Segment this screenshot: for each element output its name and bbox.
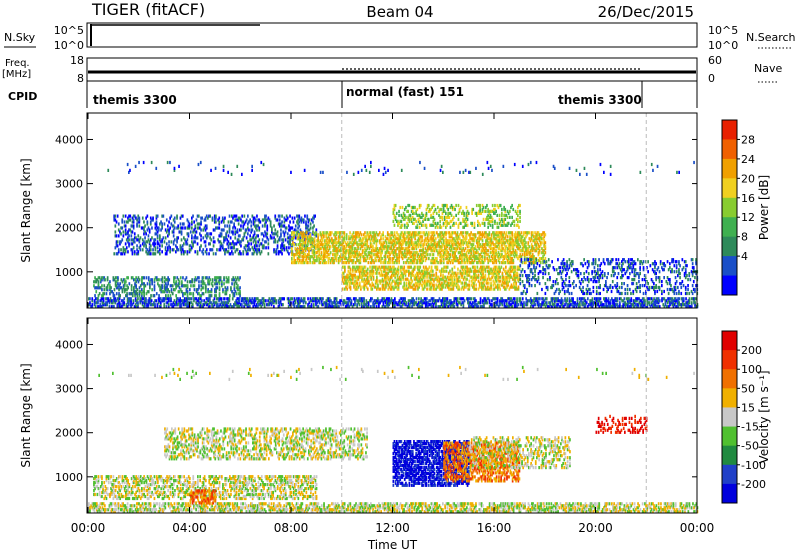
colorbar-swatch [722,158,737,179]
freq-unit-label: [MHz] [2,69,31,80]
y-tick-label: 2000 [55,427,83,440]
x-tick-label: 04:00 [172,521,207,535]
colorbar-swatch [722,445,737,466]
colorbar-tick-label: 8 [741,231,748,244]
velocity-colorbar: 200 100 50 15 -15 -50 -100 -200 Velocity [m s⁻¹] [721,330,771,504]
colorbar-swatch [722,331,737,351]
colorbar-tick-label: -15 [741,421,759,434]
y-tick-label: 3000 [55,178,83,191]
time-axis: 00:00 04:00 08:00 12:00 16:00 20:00 00:00 Time … [71,521,715,552]
colorbar-swatch [722,120,737,140]
colorbar-tick-label: 15 [741,401,755,414]
cpid-segment-3: themis 3300 [558,93,642,107]
y-tick-label: 2000 [55,222,83,235]
freq-label: Freq. [5,58,30,69]
colorbar-tick-label: 12 [741,211,755,224]
colorbar-swatch [722,178,737,199]
freq-tick-high: 18 [70,54,84,67]
nave-label: Nave [754,62,782,75]
colorbar-swatch [722,197,737,218]
y-tick-label: 3000 [55,383,83,396]
radar-title: TIGER (fitACF) [91,0,205,19]
nsearch-tick-low: 10^0 [708,39,738,52]
cpid-label: CPID [8,90,37,103]
y-tick-label: 4000 [55,133,83,146]
cpid-segment-1: themis 3300 [93,93,177,107]
colorbar-swatch [722,275,737,296]
colorbar-label: Velocity [m s⁻¹] [757,370,771,463]
freq-panel [86,57,698,82]
colorbar-swatch [722,464,737,485]
colorbar-swatch [722,256,737,277]
colorbar-tick-label: 24 [741,153,755,166]
nsearch-tick-high: 10^5 [708,24,738,37]
power-colorbar: 28 24 20 16 12 8 4 Power [dB] [721,119,771,296]
colorbar-swatch [722,217,737,238]
x-axis-label: Time UT [367,538,418,552]
colorbar-swatch [722,236,737,257]
y-tick-label: 1000 [55,266,83,279]
colorbar-tick-label: 4 [741,250,748,263]
date-label: 26/Dec/2015 [598,3,694,21]
colorbar-tick-label: 50 [741,382,755,395]
y-tick-label: 4000 [55,338,83,351]
colorbar-tick-label: -50 [741,440,759,453]
velocity-scatter [88,365,699,514]
colorbar-swatch [722,388,737,408]
x-tick-label: 00:00 [680,521,715,535]
y-tick-label: 1000 [55,471,83,484]
power-scatter [88,160,699,309]
nave-tick-high: 60 [708,54,722,67]
colorbar-swatch [722,407,737,428]
colorbar-tick-label: 200 [741,344,762,357]
colorbar-tick-label: 100 [741,363,762,376]
nsearch-label: N.Search [746,31,796,44]
velocity-panel: 1000 2000 3000 4000 Slant Range [km] [19,317,699,514]
nsky-trace [90,24,92,46]
x-tick-label: 00:00 [71,521,106,535]
nsky-label: N.Sky [4,31,36,44]
colorbar-swatch [722,139,737,160]
x-tick-label: 08:00 [274,521,309,535]
y-axis-label: Slant Range [km] [19,158,33,262]
nsky-tick-high: 10^5 [54,24,84,37]
colorbar-label: Power [dB] [757,175,771,240]
beam-label: Beam 04 [366,3,433,21]
colorbar-swatch [722,369,737,389]
power-panel: 1000 2000 3000 4000 Slant Range [km] [19,112,699,309]
y-axis-label: Slant Range [km] [19,363,33,467]
x-tick-label: 20:00 [578,521,613,535]
colorbar-tick-label: -200 [741,478,766,491]
colorbar-swatch [722,426,737,447]
colorbar-swatch [722,350,737,370]
x-tick-label: 12:00 [375,521,410,535]
x-tick-label: 16:00 [477,521,512,535]
colorbar-tick-label: 20 [741,172,755,185]
colorbar-tick-label: 16 [741,192,755,205]
nsky-tick-low: 10^0 [54,39,84,52]
colorbar-tick-label: -100 [741,459,766,472]
cpid-segment-2: normal (fast) 151 [346,85,464,99]
colorbar-tick-label: 28 [741,133,755,146]
colorbar-swatch [722,483,737,504]
nave-tick-low: 0 [708,72,715,85]
freq-tick-low: 8 [77,72,84,85]
nsky-panel [86,22,698,48]
